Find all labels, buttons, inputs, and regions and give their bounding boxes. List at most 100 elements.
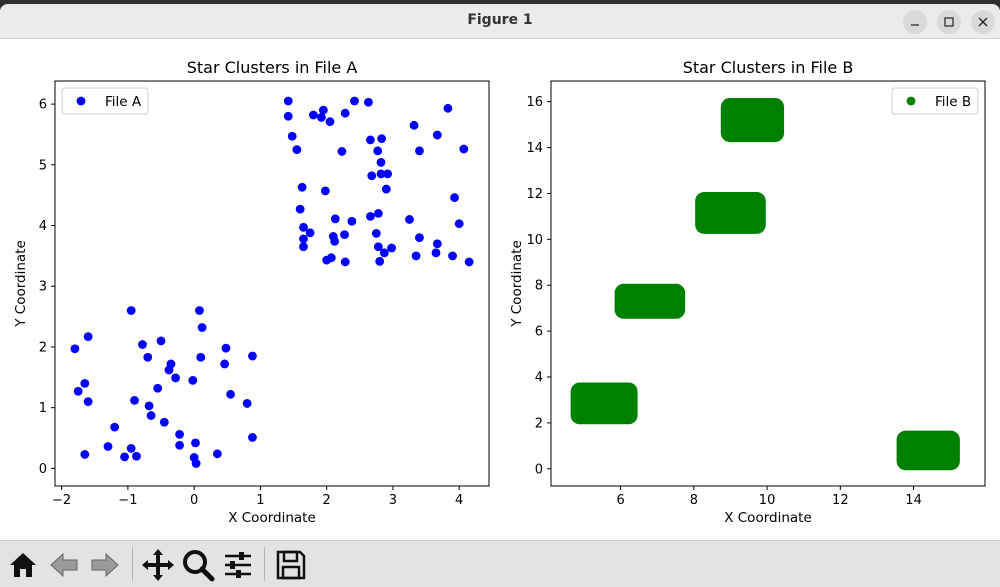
data-point xyxy=(283,111,293,121)
data-cluster xyxy=(896,430,960,471)
data-point xyxy=(365,212,375,221)
close-icon xyxy=(978,17,988,27)
configure-subplots-button[interactable] xyxy=(220,547,256,583)
x-tick-label: 10 xyxy=(759,493,776,508)
x-tick-label: 8 xyxy=(690,493,698,508)
x-tick-label: −1 xyxy=(118,493,137,508)
home-button[interactable] xyxy=(5,547,41,583)
data-cluster xyxy=(720,97,785,143)
data-point xyxy=(337,147,347,156)
data-point xyxy=(144,401,154,411)
data-point xyxy=(316,113,326,122)
data-point xyxy=(450,193,459,202)
data-point xyxy=(459,144,469,154)
minimize-icon xyxy=(911,24,919,26)
y-tick-label: 0 xyxy=(535,462,543,477)
data-point xyxy=(432,130,442,140)
legend: File A xyxy=(61,87,149,115)
data-point xyxy=(309,110,318,120)
data-point xyxy=(432,239,442,249)
y-tick-label: 4 xyxy=(535,371,543,386)
back-icon xyxy=(50,552,78,578)
save-icon xyxy=(276,550,306,580)
data-point xyxy=(318,105,328,115)
data-point xyxy=(73,386,83,396)
series-file-b xyxy=(570,97,960,471)
data-point xyxy=(221,343,231,353)
toolbar-separator xyxy=(132,547,133,581)
pan-button[interactable] xyxy=(140,547,176,583)
x-tick-label: 3 xyxy=(389,493,397,508)
data-point xyxy=(156,336,166,346)
data-point xyxy=(175,429,184,439)
data-point xyxy=(454,219,464,229)
data-point xyxy=(411,251,421,261)
legend-marker xyxy=(906,96,916,106)
y-tick-label: 4 xyxy=(39,219,47,234)
data-point xyxy=(415,233,424,243)
subplot-file-b: 6 8 10 12 14 0 2 4 6 8 10 12 14 16 Star Clusters in Fi… xyxy=(509,58,986,526)
data-point xyxy=(242,399,252,408)
data-point xyxy=(365,135,375,145)
data-point xyxy=(464,257,474,267)
data-point xyxy=(376,169,386,179)
data-point xyxy=(330,214,340,224)
data-point xyxy=(132,451,141,461)
y-tick-label: 8 xyxy=(535,279,543,294)
x-tick-label: 12 xyxy=(832,493,849,508)
data-point xyxy=(212,449,222,459)
x-axis-label: X Coordinate xyxy=(228,510,316,526)
chart-title: Star Clusters in File A xyxy=(187,58,358,77)
data-point xyxy=(220,359,230,369)
minimize-button[interactable] xyxy=(903,10,927,34)
series-file-a xyxy=(70,96,474,468)
data-point xyxy=(299,222,308,232)
data-point xyxy=(377,134,387,144)
data-point xyxy=(340,257,350,267)
y-tick-label: 5 xyxy=(39,158,47,173)
x-tick-label: −2 xyxy=(52,493,71,508)
data-point xyxy=(130,395,139,405)
maximize-button[interactable] xyxy=(937,10,961,34)
data-point xyxy=(373,146,383,156)
navigation-toolbar xyxy=(0,540,1000,587)
legend-label: File A xyxy=(105,94,142,110)
y-tick-label: 12 xyxy=(526,187,543,202)
data-point xyxy=(299,242,308,252)
data-point xyxy=(295,204,305,214)
close-button[interactable] xyxy=(971,10,995,34)
data-point xyxy=(175,440,184,450)
data-point xyxy=(80,378,90,388)
save-button[interactable] xyxy=(273,547,309,583)
legend-box xyxy=(61,87,149,115)
data-point xyxy=(197,323,207,332)
data-point xyxy=(431,248,441,258)
data-point xyxy=(371,229,381,238)
chart-title: Star Clusters in File B xyxy=(683,58,854,77)
maximize-icon xyxy=(944,17,954,27)
x-tick-label: 14 xyxy=(905,493,922,508)
zoom-button[interactable] xyxy=(180,547,216,583)
data-point xyxy=(292,145,302,155)
y-axis-label: Y Coordinate xyxy=(509,240,525,328)
back-button[interactable] xyxy=(46,547,82,583)
data-point xyxy=(340,108,350,118)
data-point xyxy=(373,242,383,252)
data-point xyxy=(379,248,389,258)
data-point xyxy=(159,417,169,427)
x-tick-label: 2 xyxy=(323,493,331,508)
data-cluster xyxy=(614,283,686,319)
forward-button[interactable] xyxy=(87,547,123,583)
home-icon xyxy=(10,553,36,577)
data-point xyxy=(287,131,297,141)
data-point xyxy=(381,184,391,194)
y-tick-label: 1 xyxy=(39,401,47,416)
x-tick-label: 4 xyxy=(455,493,463,508)
pan-icon xyxy=(142,549,174,581)
data-point xyxy=(103,442,113,451)
data-point xyxy=(153,383,163,393)
y-axis-label: Y Coordinate xyxy=(13,240,29,328)
data-point xyxy=(448,251,457,261)
data-point xyxy=(80,450,90,459)
